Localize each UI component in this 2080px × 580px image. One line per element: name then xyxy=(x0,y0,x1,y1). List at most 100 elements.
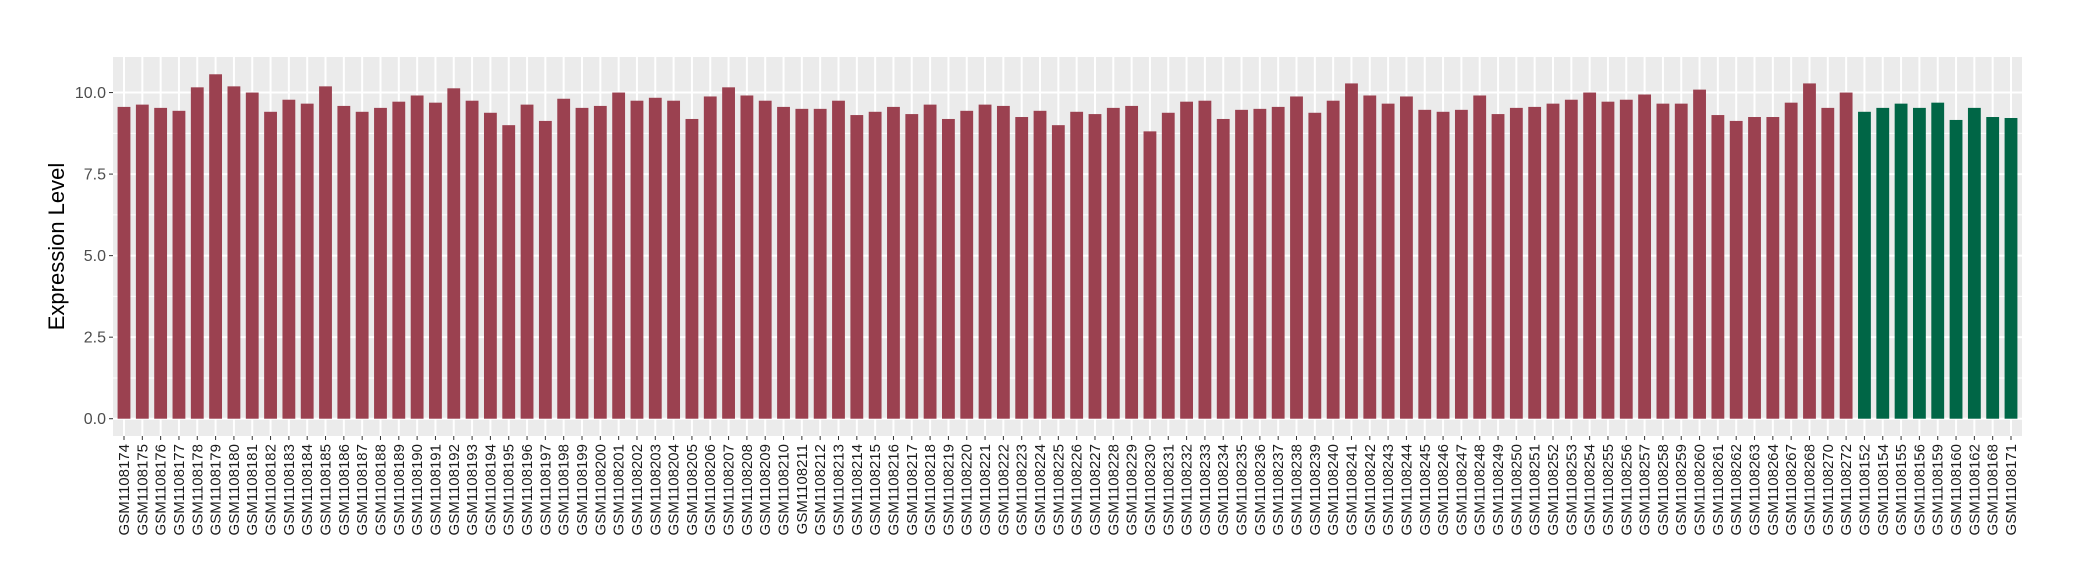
x-tick-label: GSM1108208 xyxy=(739,444,756,535)
x-tick-label: GSM1108226 xyxy=(1069,444,1086,535)
x-tick-label: GSM1108254 xyxy=(1582,444,1599,535)
bar-GSM1108202 xyxy=(630,100,644,419)
x-tick-label: GSM1108242 xyxy=(1362,444,1379,535)
bar-GSM1108239 xyxy=(1308,112,1322,419)
x-tick-label: GSM1108253 xyxy=(1563,444,1580,535)
x-tick-label: GSM1108268 xyxy=(1801,444,1818,535)
x-tick-label: GSM1108193 xyxy=(464,444,481,535)
x-tick-label: GSM1108189 xyxy=(391,444,408,535)
bar-GSM1108180 xyxy=(227,86,241,419)
bar-GSM1108208 xyxy=(740,95,754,419)
bar-GSM1108210 xyxy=(777,106,790,419)
bar-GSM1108188 xyxy=(374,107,387,419)
x-tick-label: GSM1108185 xyxy=(318,444,335,535)
bar-GSM1108241 xyxy=(1345,83,1358,419)
y-tick-label: 7.5 xyxy=(84,167,106,184)
bar-GSM1108260 xyxy=(1693,89,1706,419)
x-tick-label: GSM1108156 xyxy=(1911,444,1928,535)
x-tick-label: GSM1108248 xyxy=(1472,444,1489,535)
bar-GSM1108212 xyxy=(813,108,827,419)
x-tick-label: GSM1108171 xyxy=(2003,444,2020,535)
bar-GSM1108200 xyxy=(593,105,607,419)
x-tick-label: GSM1108244 xyxy=(1398,444,1415,535)
bar-GSM1108190 xyxy=(410,95,424,419)
x-tick-label: GSM1108182 xyxy=(263,444,280,535)
bar-GSM1108221 xyxy=(978,104,992,419)
x-tick-label: GSM1108183 xyxy=(281,444,298,535)
x-tick-label: GSM1108250 xyxy=(1508,444,1525,535)
x-tick-label: GSM1108267 xyxy=(1783,444,1800,535)
bar-GSM1108263 xyxy=(1748,117,1761,419)
bar-GSM1108215 xyxy=(868,111,882,419)
bar-GSM1108244 xyxy=(1400,96,1413,419)
bar-GSM1108248 xyxy=(1473,95,1487,419)
x-tick-label: GSM1108210 xyxy=(776,444,793,535)
x-tick-label: GSM1108217 xyxy=(904,444,921,535)
bar-GSM1108222 xyxy=(996,105,1010,419)
bar-GSM1108252 xyxy=(1546,103,1560,419)
bar-GSM1108267 xyxy=(1784,102,1798,419)
x-tick-label: GSM1108262 xyxy=(1728,444,1745,535)
bar-GSM1108207 xyxy=(722,87,735,419)
bar-GSM1108187 xyxy=(355,111,369,419)
x-tick-label: GSM1108220 xyxy=(959,444,976,535)
bar-GSM1108228 xyxy=(1106,107,1120,419)
x-tick-label: GSM1108259 xyxy=(1673,444,1690,535)
x-tick-label: GSM1108187 xyxy=(354,444,371,535)
x-tick-label: GSM1108206 xyxy=(702,444,719,535)
bar-GSM1108206 xyxy=(703,96,717,419)
x-tick-label: GSM1108203 xyxy=(647,444,664,535)
bar-GSM1108179 xyxy=(209,74,223,419)
bar-GSM1108262 xyxy=(1729,120,1743,419)
y-tick-label: 0.0 xyxy=(84,411,106,428)
x-tick-label: GSM1108194 xyxy=(482,444,499,535)
bar-GSM1108268 xyxy=(1803,83,1816,419)
x-tick-label: GSM1108238 xyxy=(1289,444,1306,535)
x-tick-label: GSM1108263 xyxy=(1747,444,1764,535)
x-tick-label: GSM1108175 xyxy=(134,444,151,535)
x-tick-label: GSM1108162 xyxy=(1966,444,1983,535)
bar-GSM1108199 xyxy=(575,107,589,419)
bar-GSM1108270 xyxy=(1821,107,1835,419)
x-tick-label: GSM1108239 xyxy=(1307,444,1324,535)
bar-GSM1108247 xyxy=(1454,109,1468,419)
bar-GSM1108159 xyxy=(1931,102,1945,419)
bar-GSM1108240 xyxy=(1326,100,1340,419)
bar-GSM1108217 xyxy=(905,114,919,419)
x-tick-label: GSM1108270 xyxy=(1820,444,1837,535)
x-axis: GSM1108174 GSM1108175 GSM1108176 GSM1108177… xyxy=(116,436,2020,535)
x-tick-label: GSM1108214 xyxy=(849,444,866,535)
bar-GSM1108162 xyxy=(1967,107,1981,419)
bar-GSM1108219 xyxy=(942,118,955,419)
bar-GSM1108205 xyxy=(685,118,699,419)
x-tick-label: GSM1108230 xyxy=(1142,444,1159,535)
x-tick-label: GSM1108249 xyxy=(1490,444,1507,535)
bar-GSM1108251 xyxy=(1528,106,1542,419)
bar-GSM1108152 xyxy=(1858,111,1871,419)
bar-GSM1108168 xyxy=(1986,117,2000,419)
x-tick-label: GSM1108176 xyxy=(153,444,170,535)
x-tick-label: GSM1108227 xyxy=(1087,444,1104,535)
bar-GSM1108214 xyxy=(850,115,864,419)
bar-GSM1108155 xyxy=(1894,103,1908,419)
x-tick-label: GSM1108228 xyxy=(1105,444,1122,535)
bar-GSM1108183 xyxy=(282,99,296,419)
x-tick-label: GSM1108222 xyxy=(995,444,1012,535)
y-tick-label: 2.5 xyxy=(84,330,106,347)
x-tick-label: GSM1108235 xyxy=(1234,444,1251,535)
y-tick-label: 5.0 xyxy=(84,248,106,265)
x-tick-label: GSM1108199 xyxy=(574,444,591,535)
bar-GSM1108230 xyxy=(1143,131,1157,419)
x-tick-label: GSM1108221 xyxy=(977,444,994,535)
bar-GSM1108196 xyxy=(520,104,534,419)
x-tick-label: GSM1108272 xyxy=(1838,444,1855,535)
x-tick-label: GSM1108180 xyxy=(226,444,243,535)
bar-GSM1108201 xyxy=(612,92,626,419)
bar-GSM1108156 xyxy=(1912,107,1926,419)
bar-GSM1108198 xyxy=(557,98,571,419)
bar-GSM1108250 xyxy=(1509,107,1523,419)
x-tick-label: GSM1108243 xyxy=(1380,444,1397,535)
x-tick-label: GSM1108264 xyxy=(1765,444,1782,535)
x-tick-label: GSM1108168 xyxy=(1985,444,2002,535)
